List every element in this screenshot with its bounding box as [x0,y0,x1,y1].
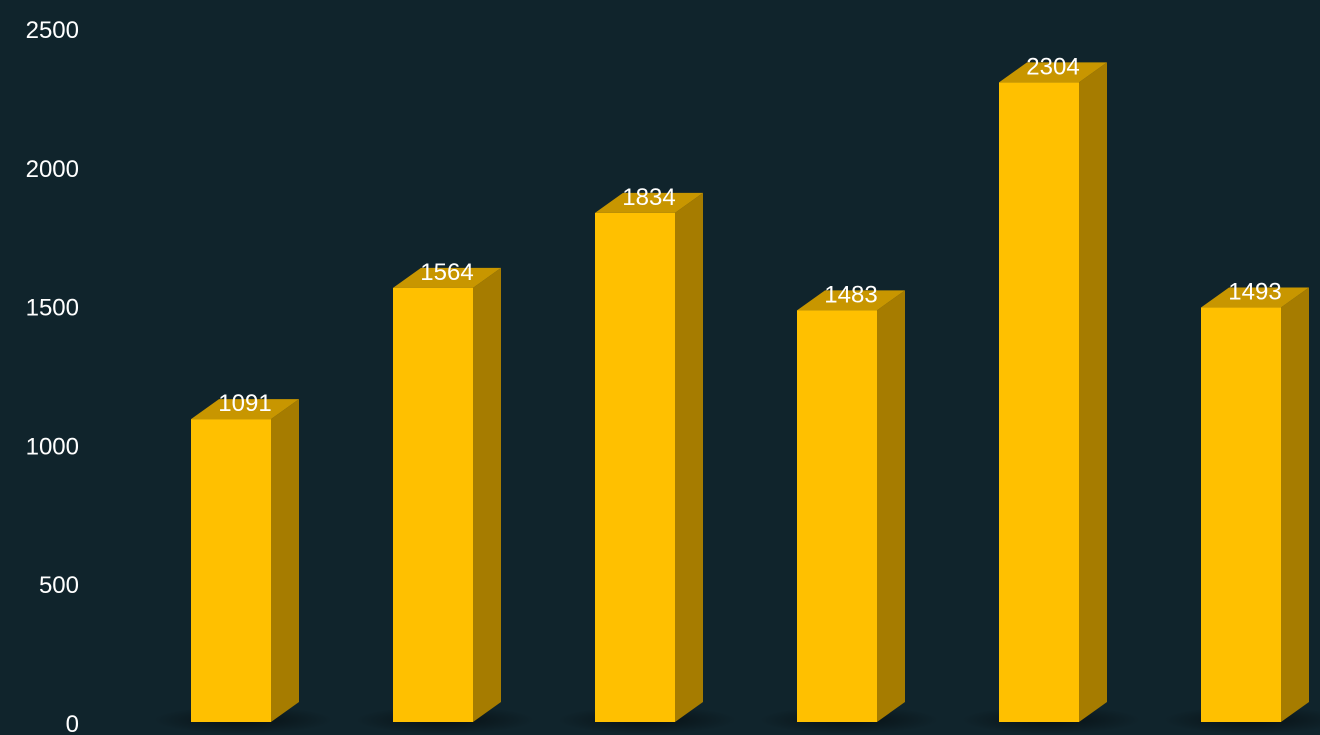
y-tick-label: 0 [66,711,79,735]
y-axis: 0 500 1000 1500 2000 2500 [26,17,79,735]
bar-side-face [271,399,299,722]
y-tick-label: 1500 [26,295,79,322]
bar-side-face [1281,287,1309,722]
data-label: 1483 [824,281,877,308]
bar-side-face [675,192,703,723]
bar-front-face [393,287,473,722]
bar-side-face [1079,62,1107,722]
data-label: 1091 [218,390,271,417]
data-label: 1493 [1228,279,1281,306]
bar-front-face [1201,307,1281,722]
data-label: 1564 [420,259,473,286]
bar-top-face [393,267,501,288]
bar-top-face [1201,287,1309,308]
bar: 1564 [355,259,535,734]
y-tick-label: 500 [39,572,79,599]
bars: 1091 1564 1834 1483 2304 1493 [153,53,1320,734]
y-tick-label: 2500 [26,17,79,44]
bar: 1834 [557,184,737,734]
bar-top-face [191,399,299,420]
bar-top-face [797,290,905,311]
bar-front-face [999,82,1079,722]
bar-front-face [797,310,877,722]
bar: 2304 [961,53,1141,734]
data-label: 1834 [622,184,675,211]
bar-front-face [191,419,271,722]
bar-top-face [999,62,1107,83]
bar-side-face [877,290,905,722]
y-tick-label: 2000 [26,156,79,183]
bar: 1091 [153,390,333,734]
data-label: 2304 [1026,53,1079,80]
bar-top-face [595,192,703,213]
bar: 1483 [759,281,939,734]
bar-side-face [473,267,501,722]
bar-front-face [595,212,675,723]
y-tick-label: 1000 [26,433,79,460]
bar: 1493 [1163,279,1320,734]
